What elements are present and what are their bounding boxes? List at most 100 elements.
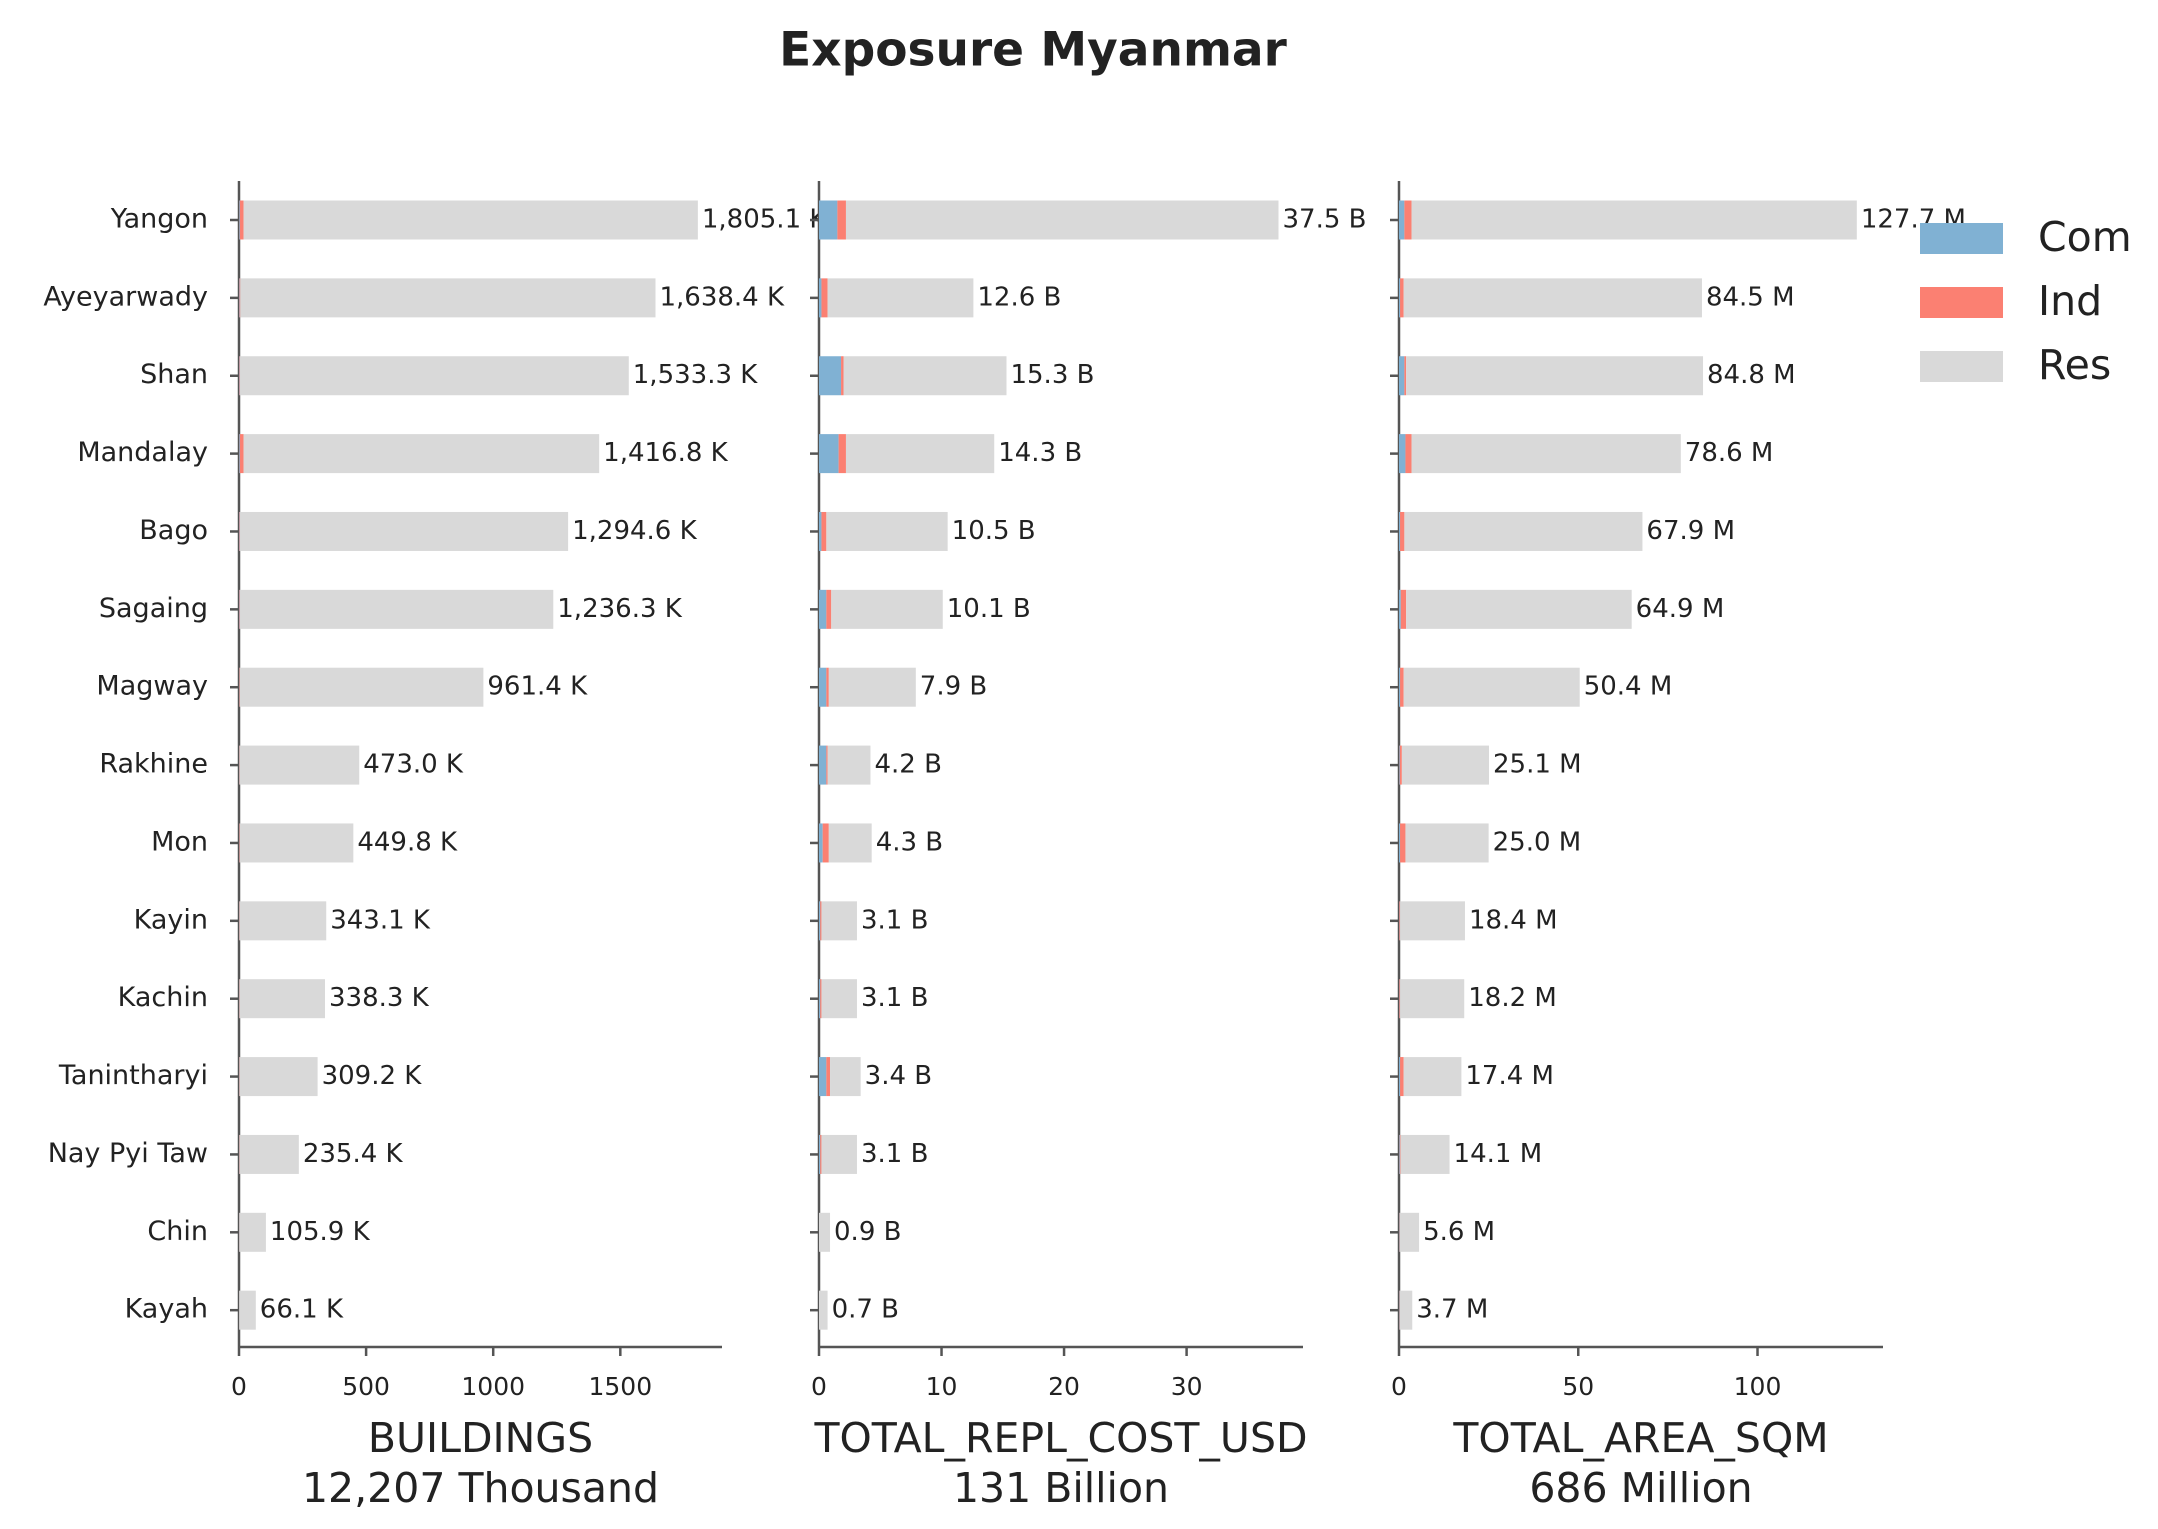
value-label: 25.0 M xyxy=(1493,827,1582,857)
x-tick-label: 500 xyxy=(342,1372,390,1401)
bar-segment xyxy=(1406,356,1704,396)
bar-segment xyxy=(821,901,857,941)
bar-segment xyxy=(822,823,829,863)
bar-segment xyxy=(239,511,241,551)
bar-segment xyxy=(821,278,828,318)
bar-segment xyxy=(1399,589,1401,629)
bar-segment xyxy=(239,434,240,474)
bar-segment xyxy=(1406,589,1632,629)
bar-segment xyxy=(1400,278,1404,318)
bar-segment xyxy=(820,901,822,941)
bar-segment xyxy=(819,979,821,1019)
bar-segment xyxy=(826,1057,831,1097)
legend-swatch xyxy=(1920,223,2003,254)
bar-segment xyxy=(1400,1057,1404,1097)
bar-segment xyxy=(821,979,857,1019)
bar-segment xyxy=(1399,823,1401,863)
value-label: 18.2 M xyxy=(1468,983,1557,1013)
bar-segment xyxy=(820,1134,822,1174)
bar-segment xyxy=(239,434,244,474)
bar-segment xyxy=(1411,434,1681,474)
y-tick-label: Ayeyarwady xyxy=(43,281,208,312)
bar-segment xyxy=(828,667,916,707)
bar-segment xyxy=(819,278,822,318)
bar-segment xyxy=(1399,1134,1401,1174)
value-label: 309.2 K xyxy=(322,1061,423,1091)
bar-segment xyxy=(826,745,828,785)
x-tick-label: 1000 xyxy=(461,1372,525,1401)
value-label: 15.3 B xyxy=(1010,360,1094,390)
bar-segment xyxy=(1399,511,1401,551)
y-tick-label: Bago xyxy=(139,515,208,546)
value-label: 64.9 M xyxy=(1636,594,1725,624)
value-label: 12.6 B xyxy=(977,282,1061,312)
bar-segment xyxy=(819,511,822,551)
value-label: 1,638.4 K xyxy=(659,282,785,312)
y-tick-label: Mandalay xyxy=(77,437,208,468)
bar-segment xyxy=(827,745,871,785)
legend-label: Ind xyxy=(2038,277,2102,325)
bar-segment xyxy=(1399,356,1405,396)
x-tick-label: 20 xyxy=(1048,1372,1080,1401)
bar-segment xyxy=(1400,589,1407,629)
y-tick-label: Chin xyxy=(147,1216,208,1247)
value-label: 449.8 K xyxy=(357,827,458,857)
bar-segment xyxy=(240,278,656,318)
x-axis-label: TOTAL_AREA_SQM xyxy=(1452,1414,1828,1462)
value-label: 105.9 K xyxy=(270,1217,371,1247)
value-label: 7.9 B xyxy=(920,672,987,702)
bar-segment xyxy=(841,356,844,396)
bar-segment xyxy=(239,979,325,1019)
x-tick-label: 0 xyxy=(811,1372,827,1401)
bar-segment xyxy=(819,200,838,240)
bar-segment xyxy=(819,1057,827,1097)
value-label: 17.4 M xyxy=(1465,1061,1554,1091)
y-tick-label: Shan xyxy=(140,359,208,390)
value-label: 0.9 B xyxy=(834,1217,901,1247)
bar-segment xyxy=(830,1057,861,1097)
bar-segment xyxy=(1399,745,1400,785)
value-label: 235.4 K xyxy=(303,1139,404,1169)
y-tick-label: Mon xyxy=(151,826,208,857)
bar-segment xyxy=(239,1134,299,1174)
x-axis-label: BUILDINGS xyxy=(368,1414,593,1462)
x-axis-total: 12,207 Thousand xyxy=(302,1464,659,1512)
y-tick-label: Kachin xyxy=(118,982,208,1013)
bar-segment xyxy=(243,200,698,240)
value-label: 3.1 B xyxy=(861,983,928,1013)
bar-segment xyxy=(239,589,240,629)
bar-segment xyxy=(239,511,240,551)
value-label: 66.1 K xyxy=(260,1295,344,1325)
y-tick-label: Nay Pyi Taw xyxy=(48,1138,208,1169)
bar-segment xyxy=(239,745,360,785)
bar-segment xyxy=(239,667,484,707)
bar-segment xyxy=(1400,979,1465,1019)
bar-segment xyxy=(843,356,1007,396)
bar-segment xyxy=(838,434,846,474)
bar-segment xyxy=(819,901,821,941)
bar-segment xyxy=(819,434,839,474)
bar-segment xyxy=(239,200,244,240)
value-label: 961.4 K xyxy=(487,672,588,702)
bar-segment xyxy=(827,278,974,318)
y-tick-label: Sagaing xyxy=(99,593,208,624)
x-tick-label: 1500 xyxy=(589,1372,653,1401)
y-tick-label: Magway xyxy=(96,671,208,702)
bar-segment xyxy=(1400,667,1404,707)
bar-segment xyxy=(1399,901,1401,941)
legend-swatch xyxy=(1920,287,2003,318)
y-tick-label: Kayah xyxy=(125,1294,208,1325)
bar-segment xyxy=(1399,434,1406,474)
bar-segment xyxy=(1399,979,1401,1019)
x-axis-label: TOTAL_REPL_COST_USD xyxy=(813,1414,1307,1462)
y-tick-label: Kayin xyxy=(134,904,208,935)
bar-segment xyxy=(1399,1290,1413,1330)
bar-segment xyxy=(240,356,629,396)
bar-segment xyxy=(239,1057,318,1097)
value-label: 10.5 B xyxy=(952,516,1036,546)
bar-segment xyxy=(1400,901,1465,941)
value-label: 4.2 B xyxy=(874,750,941,780)
bar-segment xyxy=(837,200,846,240)
bar-segment xyxy=(1403,278,1702,318)
x-tick-label: 0 xyxy=(231,1372,247,1401)
